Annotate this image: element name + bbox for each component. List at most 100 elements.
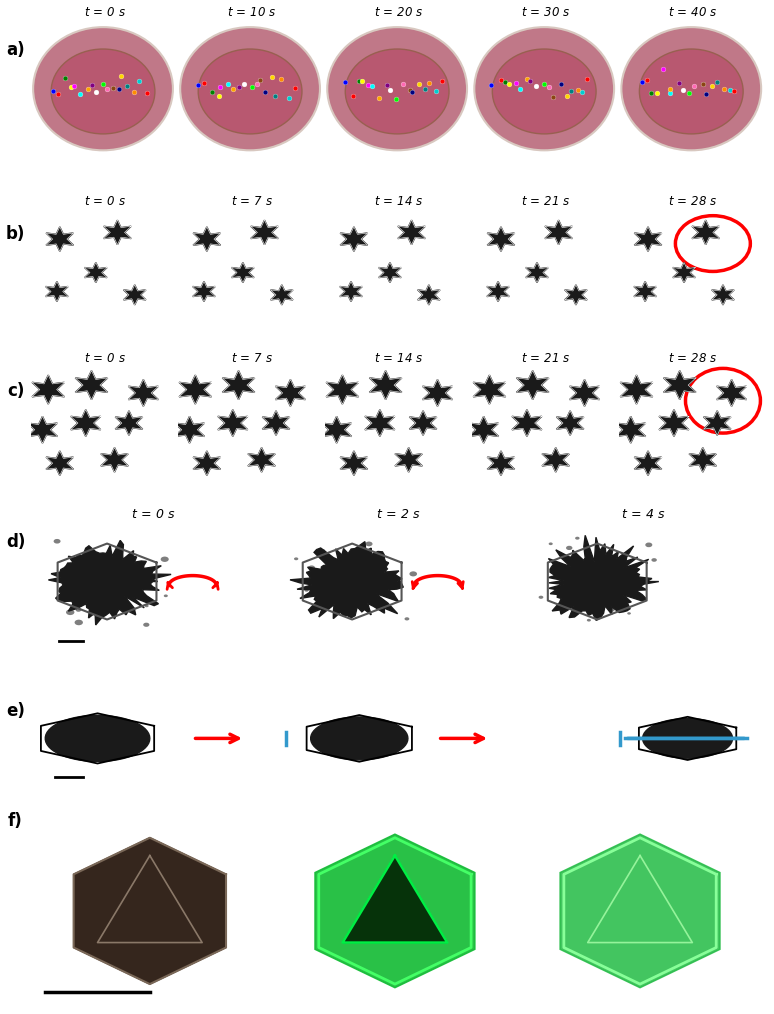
Ellipse shape bbox=[198, 49, 302, 134]
Text: $t$$\,=\,$0 s: $t$$\,=\,$0 s bbox=[84, 353, 125, 365]
Polygon shape bbox=[659, 410, 689, 436]
Polygon shape bbox=[46, 282, 68, 301]
Polygon shape bbox=[32, 375, 64, 404]
Ellipse shape bbox=[474, 27, 614, 150]
Polygon shape bbox=[341, 451, 368, 476]
Polygon shape bbox=[326, 375, 358, 404]
Polygon shape bbox=[49, 540, 171, 625]
Text: $t$$\,=\,$14 s: $t$$\,=\,$14 s bbox=[374, 353, 423, 365]
Polygon shape bbox=[322, 417, 351, 443]
Ellipse shape bbox=[566, 546, 573, 550]
Polygon shape bbox=[616, 417, 646, 443]
Ellipse shape bbox=[352, 566, 361, 572]
Ellipse shape bbox=[639, 49, 743, 134]
Ellipse shape bbox=[345, 49, 449, 134]
Polygon shape bbox=[635, 227, 662, 251]
Polygon shape bbox=[251, 220, 278, 244]
Polygon shape bbox=[124, 285, 146, 305]
Polygon shape bbox=[365, 410, 395, 436]
Text: $t$$\,=\,$7 s: $t$$\,=\,$7 s bbox=[231, 353, 272, 365]
Ellipse shape bbox=[82, 552, 90, 557]
Text: $t$$\,=\,$0 s: $t$$\,=\,$0 s bbox=[132, 508, 176, 521]
Polygon shape bbox=[542, 447, 570, 473]
Polygon shape bbox=[179, 375, 211, 404]
Text: $t$$\,=\,$14 s: $t$$\,=\,$14 s bbox=[374, 196, 423, 208]
Ellipse shape bbox=[409, 571, 417, 576]
Polygon shape bbox=[516, 370, 549, 400]
Polygon shape bbox=[423, 379, 453, 407]
Polygon shape bbox=[689, 447, 717, 473]
Polygon shape bbox=[409, 411, 437, 435]
Polygon shape bbox=[712, 285, 735, 305]
Polygon shape bbox=[635, 451, 662, 476]
Polygon shape bbox=[512, 410, 542, 436]
Text: $t$$\,=\,$10 s: $t$$\,=\,$10 s bbox=[227, 6, 276, 19]
Polygon shape bbox=[570, 379, 600, 407]
Polygon shape bbox=[620, 375, 652, 404]
Polygon shape bbox=[526, 263, 548, 283]
Polygon shape bbox=[104, 220, 131, 244]
Polygon shape bbox=[692, 220, 719, 244]
Polygon shape bbox=[271, 285, 293, 305]
Polygon shape bbox=[634, 282, 656, 301]
Polygon shape bbox=[193, 282, 215, 301]
Polygon shape bbox=[75, 370, 108, 400]
Text: FITC: FITC bbox=[378, 820, 413, 834]
Ellipse shape bbox=[108, 567, 117, 572]
Ellipse shape bbox=[53, 539, 60, 544]
Text: $t$$\,=\,$28 s: $t$$\,=\,$28 s bbox=[668, 353, 717, 365]
Ellipse shape bbox=[76, 608, 81, 611]
Text: $t$$\,=\,$2 s: $t$$\,=\,$2 s bbox=[376, 508, 421, 521]
Ellipse shape bbox=[646, 542, 652, 548]
Ellipse shape bbox=[372, 593, 379, 598]
Polygon shape bbox=[488, 451, 515, 476]
Polygon shape bbox=[46, 715, 150, 762]
Polygon shape bbox=[262, 411, 289, 435]
Polygon shape bbox=[545, 220, 572, 244]
Text: Merge: Merge bbox=[615, 820, 665, 834]
Ellipse shape bbox=[161, 557, 169, 562]
Polygon shape bbox=[315, 835, 475, 988]
Ellipse shape bbox=[66, 609, 74, 615]
Polygon shape bbox=[487, 282, 509, 301]
Polygon shape bbox=[343, 856, 447, 943]
Text: e): e) bbox=[6, 702, 25, 720]
Text: $t$$\,=\,$21 s: $t$$\,=\,$21 s bbox=[521, 196, 570, 208]
Ellipse shape bbox=[143, 623, 149, 627]
Polygon shape bbox=[310, 717, 408, 759]
Ellipse shape bbox=[308, 566, 315, 570]
Ellipse shape bbox=[318, 550, 324, 554]
Polygon shape bbox=[469, 417, 498, 443]
Polygon shape bbox=[663, 370, 696, 400]
Text: d): d) bbox=[5, 532, 26, 551]
Polygon shape bbox=[673, 263, 695, 283]
Polygon shape bbox=[115, 411, 142, 435]
Polygon shape bbox=[704, 411, 731, 435]
Ellipse shape bbox=[180, 27, 320, 150]
Polygon shape bbox=[217, 410, 248, 436]
Text: $t$$\,=\,$40 s: $t$$\,=\,$40 s bbox=[668, 6, 717, 19]
Polygon shape bbox=[46, 227, 74, 251]
Polygon shape bbox=[84, 263, 107, 283]
Ellipse shape bbox=[575, 536, 580, 539]
Ellipse shape bbox=[164, 594, 168, 597]
Text: $t$$\,=\,$0 s: $t$$\,=\,$0 s bbox=[84, 6, 125, 19]
Polygon shape bbox=[74, 838, 226, 984]
Polygon shape bbox=[290, 541, 403, 619]
Ellipse shape bbox=[145, 604, 149, 607]
Polygon shape bbox=[642, 719, 732, 758]
Ellipse shape bbox=[335, 591, 342, 595]
Polygon shape bbox=[395, 447, 423, 473]
Polygon shape bbox=[565, 285, 587, 305]
Ellipse shape bbox=[622, 27, 761, 150]
Ellipse shape bbox=[587, 619, 591, 622]
Polygon shape bbox=[101, 447, 128, 473]
Text: $t$$\,=\,$0 s: $t$$\,=\,$0 s bbox=[84, 196, 125, 208]
Polygon shape bbox=[473, 375, 505, 404]
Text: a): a) bbox=[6, 41, 25, 59]
Polygon shape bbox=[398, 220, 425, 244]
Text: c): c) bbox=[7, 381, 24, 400]
Ellipse shape bbox=[365, 541, 372, 547]
Ellipse shape bbox=[492, 49, 596, 134]
Text: $t$$\,=\,$30 s: $t$$\,=\,$30 s bbox=[521, 6, 570, 19]
